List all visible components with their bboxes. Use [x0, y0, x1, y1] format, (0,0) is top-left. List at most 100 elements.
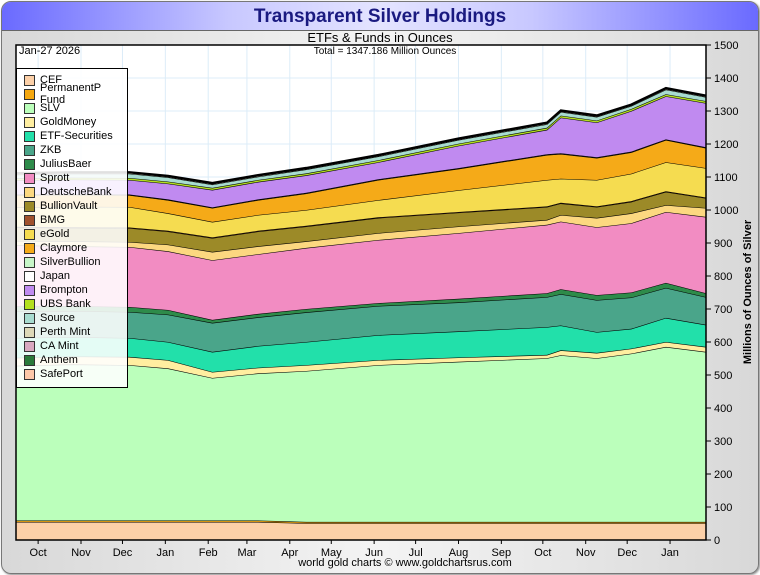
y-tick-label: 900 — [714, 238, 732, 250]
legend-swatch — [24, 368, 35, 380]
legend-swatch — [24, 74, 35, 86]
legend-swatch — [24, 270, 35, 282]
area-goldmoney — [16, 342, 706, 378]
legend-swatch — [24, 256, 35, 268]
area-claymore — [16, 140, 706, 222]
x-tick-label: Aug — [449, 547, 469, 559]
legend-swatch — [24, 242, 35, 254]
legend-item: CEF — [24, 73, 127, 87]
legend-item: UBS Bank — [24, 297, 127, 311]
legend-item: Perth Mint — [24, 325, 127, 339]
legend-swatch — [24, 186, 35, 198]
legend: CEF PermanentP Fund SLV GoldMoney ETF-Securi… — [16, 68, 128, 388]
legend-label: PermanentP Fund — [40, 82, 101, 106]
legend-item: SilverBullion — [24, 255, 127, 269]
legend-label: SLV — [40, 102, 60, 114]
title-bar: Transparent Silver Holdings — [2, 2, 758, 31]
x-tick-label: Mar — [237, 547, 256, 559]
date-label: Jan-27 2026 — [19, 45, 81, 57]
y-tick-label: 100 — [714, 502, 732, 514]
legend-label: SilverBullion — [40, 256, 101, 268]
area-egold — [16, 162, 706, 238]
legend-item: BullionVault — [24, 199, 127, 213]
legend-label: BMG — [40, 214, 66, 226]
legend-swatch — [24, 144, 35, 156]
legend-label: Source — [40, 312, 75, 324]
x-tick-label: Nov — [71, 547, 91, 559]
x-tick-label: Dec — [113, 547, 133, 559]
legend-item: CA Mint — [24, 339, 127, 353]
area-cef — [16, 521, 706, 540]
legend-label: Perth Mint — [40, 326, 91, 338]
y-tick-label: 1000 — [714, 205, 738, 217]
legend-label: GoldMoney — [40, 116, 97, 128]
y-tick-label: 0 — [714, 535, 720, 547]
legend-item: SafePort — [24, 367, 127, 381]
y-tick-label: 1400 — [714, 73, 738, 85]
y-tick-label: 600 — [714, 337, 732, 349]
x-tick-label: Jan — [156, 547, 174, 559]
legend-item: ZKB — [24, 143, 127, 157]
legend-swatch — [24, 158, 35, 170]
x-tick-label: Oct — [534, 547, 551, 559]
area-bullionvault — [16, 191, 706, 252]
area-etf-securities — [16, 317, 706, 372]
legend-item: JuliusBaer — [24, 157, 127, 171]
legend-swatch — [24, 130, 35, 142]
x-tick-label: Jul — [409, 547, 423, 559]
legend-item: Brompton — [24, 283, 127, 297]
x-tick-label: Jun — [365, 547, 383, 559]
area-permanentp-fund — [16, 520, 706, 524]
y-tick-label: 500 — [714, 370, 732, 382]
total-label: Total = 1347.186 Million Ounces — [313, 46, 457, 57]
legend-item: SLV — [24, 101, 127, 115]
legend-item: Source — [24, 311, 127, 325]
area-sprott — [16, 212, 706, 320]
legend-swatch — [24, 284, 35, 296]
legend-item: ETF-Securities — [24, 129, 127, 143]
legend-label: DeutscheBank — [40, 186, 112, 198]
legend-item: Anthem — [24, 353, 127, 367]
y-tick-label: 200 — [714, 469, 732, 481]
x-tick-label: Nov — [576, 547, 596, 559]
legend-item: Claymore — [24, 241, 127, 255]
x-tick-label: May — [321, 547, 342, 559]
y-tick-label: 300 — [714, 436, 732, 448]
legend-label: UBS Bank — [40, 298, 91, 310]
x-tick-label: Jan — [661, 547, 679, 559]
legend-item: GoldMoney — [24, 115, 127, 129]
y-tick-label: 800 — [714, 271, 732, 283]
chart-title: Transparent Silver Holdings — [253, 6, 507, 27]
legend-label: JuliusBaer — [40, 158, 92, 170]
legend-swatch — [24, 88, 35, 100]
legend-item: PermanentP Fund — [24, 82, 127, 106]
legend-label: Japan — [40, 270, 70, 282]
legend-label: Anthem — [40, 354, 78, 366]
x-tick-label: Oct — [30, 547, 47, 559]
legend-item: BMG — [24, 213, 127, 227]
legend-label: Claymore — [40, 242, 88, 254]
legend-label: Sprott — [40, 172, 70, 184]
y-tick-label: 1200 — [714, 139, 738, 151]
legend-label: eGold — [40, 228, 70, 240]
legend-swatch — [24, 312, 35, 324]
y-tick-label: 1300 — [714, 106, 738, 118]
legend-swatch — [24, 340, 35, 352]
legend-item: Japan — [24, 269, 127, 283]
area-slv — [16, 346, 706, 522]
legend-swatch — [24, 172, 35, 184]
legend-swatch — [24, 214, 35, 226]
legend-label: SafePort — [40, 368, 83, 380]
y-tick-label: 400 — [714, 403, 732, 415]
legend-swatch — [24, 354, 35, 366]
y-tick-label: 1500 — [714, 40, 738, 52]
boundary-safeport — [15, 86, 707, 184]
area-brompton — [16, 96, 706, 208]
legend-label: ZKB — [40, 144, 62, 156]
area-zkb — [16, 287, 706, 352]
legend-label: CEF — [40, 74, 62, 86]
x-tick-label: Apr — [281, 547, 298, 559]
legend-swatch — [24, 102, 35, 114]
x-tick-label: Feb — [199, 547, 218, 559]
